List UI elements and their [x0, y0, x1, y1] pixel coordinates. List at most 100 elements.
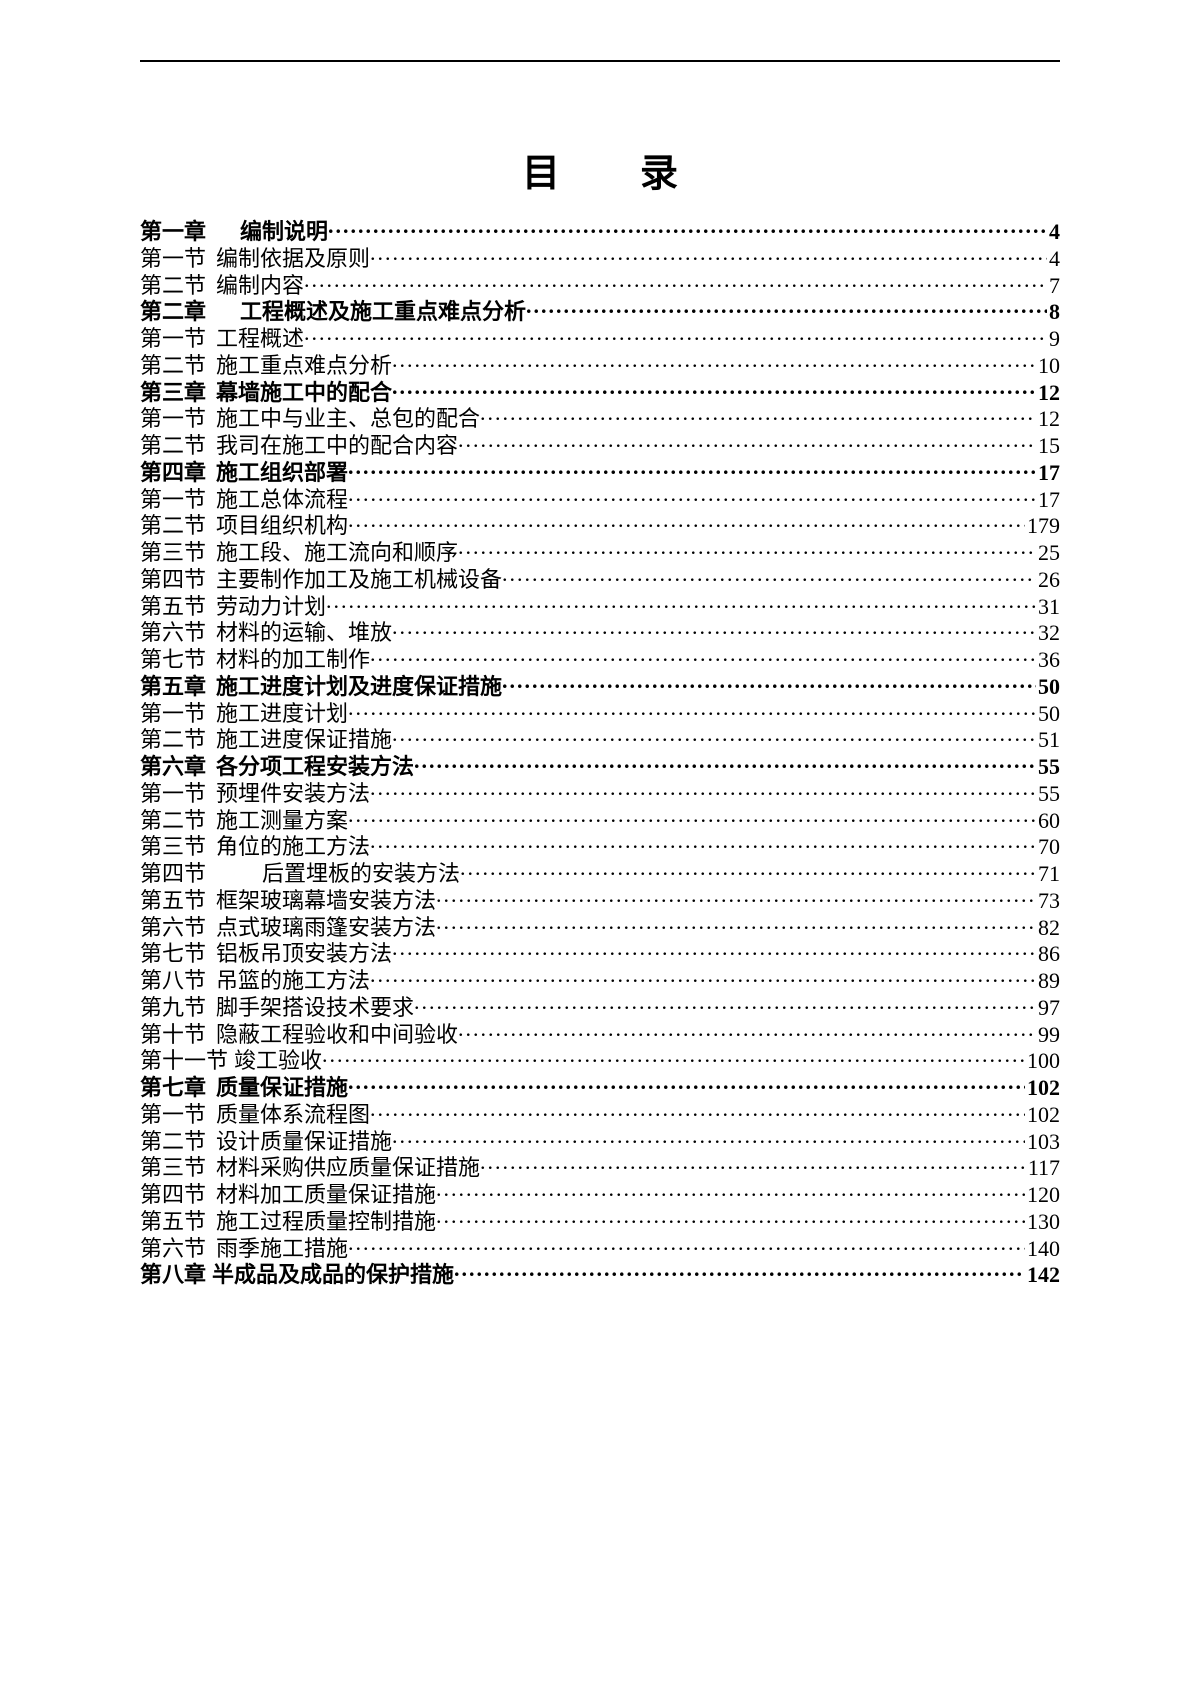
- toc-entry-page: 60: [1036, 809, 1060, 833]
- toc-entry: 第一章编制说明4: [140, 217, 1060, 244]
- toc-leader: [348, 458, 1036, 480]
- toc-entry-text: 框架玻璃幕墙安装方法: [216, 889, 436, 913]
- toc-entry-label: 第二节: [140, 1130, 206, 1154]
- toc-entry-page: 26: [1036, 568, 1060, 592]
- toc-leader: [458, 1020, 1036, 1042]
- toc-entry-text: 施工过程质量控制措施: [216, 1210, 436, 1234]
- toc-leader: [348, 806, 1036, 828]
- toc-entry-text: 预埋件安装方法: [216, 782, 370, 806]
- toc-entry-label: 第七节: [140, 942, 206, 966]
- toc-entry-label: 第三节: [140, 541, 206, 565]
- toc-entry: 第七节材料的加工制作36: [140, 645, 1060, 672]
- toc-entry: 第三章幕墙施工中的配合12: [140, 378, 1060, 405]
- toc-leader: [392, 1127, 1025, 1149]
- toc-entry-page: 4: [1047, 247, 1060, 271]
- toc-entry: 第一节编制依据及原则4: [140, 244, 1060, 271]
- toc-entry-text: 质量体系流程图: [216, 1103, 370, 1127]
- toc-entry-page: 103: [1025, 1130, 1060, 1154]
- toc-entry-label: 第三节: [140, 1156, 206, 1180]
- toc-entry-page: 102: [1025, 1076, 1060, 1100]
- toc-entry-page: 120: [1025, 1183, 1060, 1207]
- toc-entry-label: 第一节: [140, 702, 206, 726]
- toc-entry-page: 12: [1036, 381, 1060, 405]
- title-char-2: 录: [640, 153, 678, 195]
- toc-list: 第一章编制说明4第一节编制依据及原则4第二节编制内容7第二章工程概述及施工重点难…: [140, 217, 1060, 1287]
- toc-entry-text: 编制依据及原则: [216, 247, 370, 271]
- toc-leader: [370, 645, 1036, 667]
- toc-leader: [436, 886, 1036, 908]
- toc-entry: 第二章工程概述及施工重点难点分析8: [140, 297, 1060, 324]
- toc-entry-text: 设计质量保证措施: [216, 1130, 392, 1154]
- toc-entry-page: 70: [1036, 835, 1060, 859]
- toc-leader: [502, 672, 1036, 694]
- toc-entry: 第十节隐蔽工程验收和中间验收99: [140, 1020, 1060, 1047]
- toc-entry: 第八章半成品及成品的保护措施142: [140, 1260, 1060, 1287]
- toc-entry-text: 施工中与业主、总包的配合: [216, 407, 480, 431]
- toc-entry-label: 第三节: [140, 835, 206, 859]
- toc-entry: 第九节脚手架搭设技术要求97: [140, 993, 1060, 1020]
- toc-entry-text: 工程概述: [216, 327, 304, 351]
- toc-entry: 第七节铝板吊顶安装方法86: [140, 939, 1060, 966]
- toc-leader: [326, 592, 1036, 614]
- toc-entry: 第六章各分项工程安装方法55: [140, 752, 1060, 779]
- toc-entry: 第六节雨季施工措施140: [140, 1234, 1060, 1261]
- toc-leader: [458, 431, 1036, 453]
- toc-leader: [414, 752, 1036, 774]
- toc-leader: [460, 859, 1036, 881]
- toc-entry: 第一节施工中与业主、总包的配合12: [140, 404, 1060, 431]
- toc-entry-label: 第十节: [140, 1023, 206, 1047]
- toc-entry-label: 第一节: [140, 488, 206, 512]
- toc-entry-label: 第二章: [140, 300, 206, 324]
- toc-entry-label: 第六节: [140, 621, 206, 645]
- toc-entry-label: 第五节: [140, 889, 206, 913]
- toc-entry-label: 第六节: [140, 916, 206, 940]
- toc-entry-page: 25: [1036, 541, 1060, 565]
- toc-entry-label: 第四节: [140, 862, 206, 886]
- toc-entry: 第二节施工进度保证措施51: [140, 725, 1060, 752]
- toc-leader: [436, 1207, 1025, 1229]
- top-rule: [140, 60, 1060, 62]
- toc-leader: [370, 779, 1036, 801]
- toc-leader: [458, 538, 1036, 560]
- toc-entry-text: 铝板吊顶安装方法: [216, 942, 392, 966]
- toc-entry-page: 89: [1036, 969, 1060, 993]
- toc-entry-label: 第一节: [140, 327, 206, 351]
- toc-entry-text: 材料的加工制作: [216, 648, 370, 672]
- toc-entry-page: 32: [1036, 621, 1060, 645]
- toc-entry-page: 71: [1036, 862, 1060, 886]
- toc-entry: 第五章施工进度计划及进度保证措施50: [140, 672, 1060, 699]
- toc-leader: [370, 244, 1047, 266]
- toc-leader: [348, 699, 1036, 721]
- toc-entry-label: 第六节: [140, 1237, 206, 1261]
- toc-entry-page: 117: [1026, 1156, 1060, 1180]
- toc-entry-label: 第二节: [140, 434, 206, 458]
- page: 目录 第一章编制说明4第一节编制依据及原则4第二节编制内容7第二章工程概述及施工…: [0, 0, 1200, 1327]
- toc-leader: [454, 1260, 1025, 1282]
- toc-entry-text: 施工进度保证措施: [216, 728, 392, 752]
- toc-entry: 第三节施工段、施工流向和顺序25: [140, 538, 1060, 565]
- toc-entry-text: 吊篮的施工方法: [216, 969, 370, 993]
- toc-entry-label: 第一章: [140, 220, 206, 244]
- toc-entry-text: 材料的运输、堆放: [216, 621, 392, 645]
- toc-entry-text: 工程概述及施工重点难点分析: [240, 300, 526, 324]
- toc-entry: 第五节施工过程质量控制措施130: [140, 1207, 1060, 1234]
- toc-leader: [348, 511, 1025, 533]
- toc-entry-text: 施工总体流程: [216, 488, 348, 512]
- toc-entry-text: 隐蔽工程验收和中间验收: [216, 1023, 458, 1047]
- toc-entry-label: 第五节: [140, 595, 206, 619]
- toc-entry-label: 第七节: [140, 648, 206, 672]
- toc-entry: 第六节材料的运输、堆放 32: [140, 618, 1060, 645]
- title-char-1: 目: [522, 153, 560, 195]
- toc-entry-text: 编制说明: [240, 220, 328, 244]
- toc-leader: [392, 939, 1036, 961]
- toc-entry: 第二节施工重点难点分析10: [140, 351, 1060, 378]
- toc-entry-text: 施工进度计划及进度保证措施: [216, 675, 502, 699]
- toc-leader: [304, 271, 1047, 293]
- toc-leader: [392, 618, 1036, 640]
- toc-entry-page: 130: [1025, 1210, 1060, 1234]
- toc-entry-page: 100: [1025, 1049, 1060, 1073]
- toc-entry-text: 施工重点难点分析: [216, 354, 392, 378]
- toc-entry: 第五节框架玻璃幕墙安装方法73: [140, 886, 1060, 913]
- toc-entry-label: 第二节: [140, 809, 206, 833]
- toc-entry: 第二节编制内容7: [140, 271, 1060, 298]
